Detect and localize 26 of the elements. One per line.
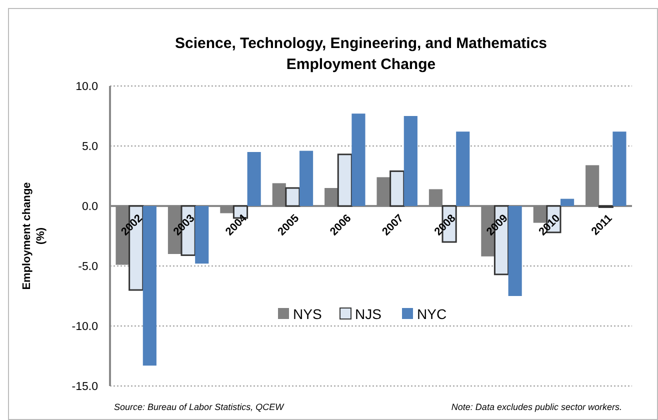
y-tick-label: 10.0 xyxy=(76,81,98,94)
chart-title: Science, Technology, Engineering, and Mathematics Employment Change xyxy=(174,35,548,73)
bar xyxy=(404,116,418,206)
bar xyxy=(195,206,209,264)
legend-label: NYC xyxy=(417,306,447,322)
y-tick-label: 0.0 xyxy=(82,201,98,214)
y-tick-label: -5.0 xyxy=(78,261,98,274)
bar xyxy=(142,206,156,366)
bar xyxy=(247,152,261,206)
bar xyxy=(352,114,366,206)
bar xyxy=(612,132,626,206)
bar xyxy=(560,198,574,206)
bar xyxy=(508,206,522,296)
y-tick-label: -15.0 xyxy=(72,381,98,394)
legend-label: NYS xyxy=(293,306,322,322)
text: Note: Data excludes public sector workers. xyxy=(451,402,622,412)
y-tick-label: 5.0 xyxy=(82,141,98,154)
bar xyxy=(285,187,300,207)
bar xyxy=(456,132,470,206)
y-axis-title: Employment change (%) xyxy=(21,182,47,290)
legend-label: NJS xyxy=(355,306,382,322)
bar xyxy=(390,170,405,207)
source-note: Source: Bureau of Labor Statistics, QCEW xyxy=(114,402,286,412)
bar xyxy=(299,150,314,206)
y-tick-label: -10.0 xyxy=(72,321,98,334)
bar xyxy=(337,154,352,207)
